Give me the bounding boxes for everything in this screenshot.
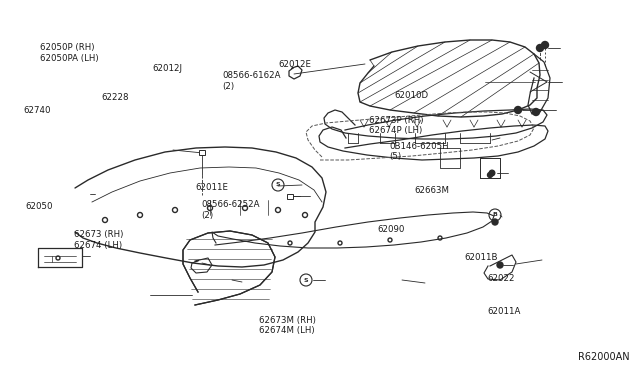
Text: 62740: 62740 <box>24 106 51 115</box>
Text: 62673P (RH)
62674P (LH): 62673P (RH) 62674P (LH) <box>369 116 423 135</box>
Text: 62663M: 62663M <box>415 186 450 195</box>
Text: R62000AN: R62000AN <box>579 352 630 362</box>
Text: 0B146-6205H
(5): 0B146-6205H (5) <box>389 142 449 161</box>
Text: 62012E: 62012E <box>278 60 312 69</box>
Circle shape <box>541 42 548 48</box>
Text: 62050P (RH)
62050PA (LH): 62050P (RH) 62050PA (LH) <box>40 44 99 63</box>
Text: B: B <box>493 212 497 218</box>
Text: 62022: 62022 <box>488 274 515 283</box>
Text: 62673 (RH)
62674 (LH): 62673 (RH) 62674 (LH) <box>74 230 123 250</box>
Text: 62012J: 62012J <box>152 64 182 73</box>
Text: 08566-6252A
(2): 08566-6252A (2) <box>202 201 260 220</box>
Circle shape <box>492 219 498 225</box>
Circle shape <box>515 106 522 113</box>
Bar <box>199 150 205 154</box>
Text: S: S <box>276 183 280 187</box>
Circle shape <box>489 170 495 176</box>
Circle shape <box>488 173 493 177</box>
Bar <box>287 193 293 199</box>
Circle shape <box>497 262 503 268</box>
Text: 62011E: 62011E <box>195 183 228 192</box>
Text: S: S <box>304 278 308 282</box>
Text: 62090: 62090 <box>378 225 405 234</box>
Text: 62011A: 62011A <box>488 307 521 316</box>
Text: 62011B: 62011B <box>465 253 498 262</box>
Text: 62673M (RH)
62674M (LH): 62673M (RH) 62674M (LH) <box>259 316 316 335</box>
Text: 62050: 62050 <box>26 202 53 211</box>
Text: 08566-6162A
(2): 08566-6162A (2) <box>223 71 281 91</box>
Circle shape <box>536 45 543 51</box>
Text: 62228: 62228 <box>101 93 129 102</box>
Text: 62010D: 62010D <box>394 91 428 100</box>
Circle shape <box>532 109 540 115</box>
